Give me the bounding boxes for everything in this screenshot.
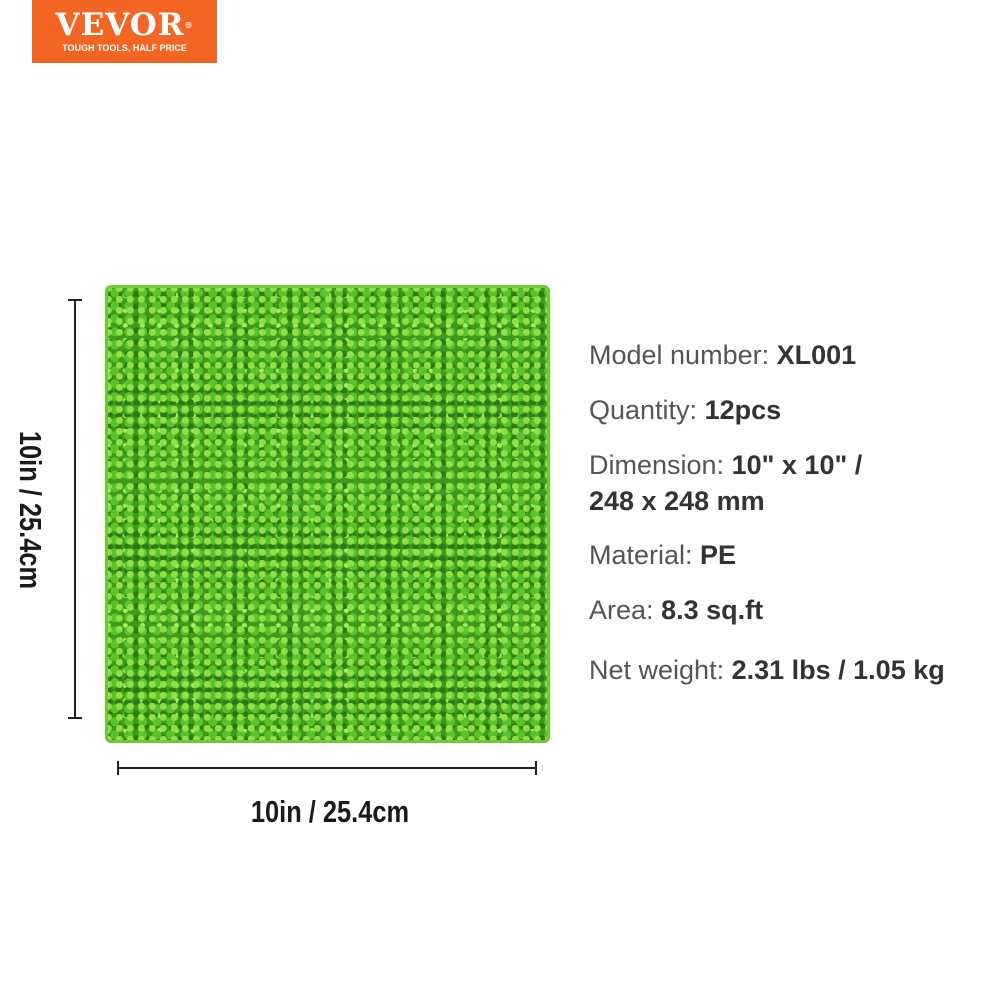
width-dimension-line [118,767,536,769]
dimension-tick [535,761,537,775]
dimension-tick [68,717,82,719]
vevor-logo: VEVOR® TOUGH TOOLS, HALF PRICE [32,0,217,63]
logo-registered: ® [184,20,194,30]
spec-quantity: Quantity: 12pcs [589,395,782,425]
dimension-tick [68,299,82,301]
spec-area: Area: 8.3 sq.ft [589,595,764,625]
height-dimension-line [74,300,76,718]
dimension-tick [117,761,119,775]
spec-list: Model number: XL001 Quantity: 12pcs Dime… [589,337,945,707]
spec-model: Model number: XL001 [589,340,857,370]
logo-brand: VEVOR [55,7,185,43]
spec-dimension-mm: 248 x 248 mm [589,486,765,516]
width-label: 10in / 25.4cm [250,794,410,829]
spec-material: Material: PE [589,540,737,570]
logo-tagline: TOUGH TOOLS, HALF PRICE [62,43,187,53]
height-label: 10in / 25.4cm [13,430,48,590]
spec-dimension: Dimension: 10" x 10" / [589,450,863,480]
spec-net-weight: Net weight: 2.31 lbs / 1.05 kg [589,655,945,685]
grass-panel-image [105,285,550,743]
